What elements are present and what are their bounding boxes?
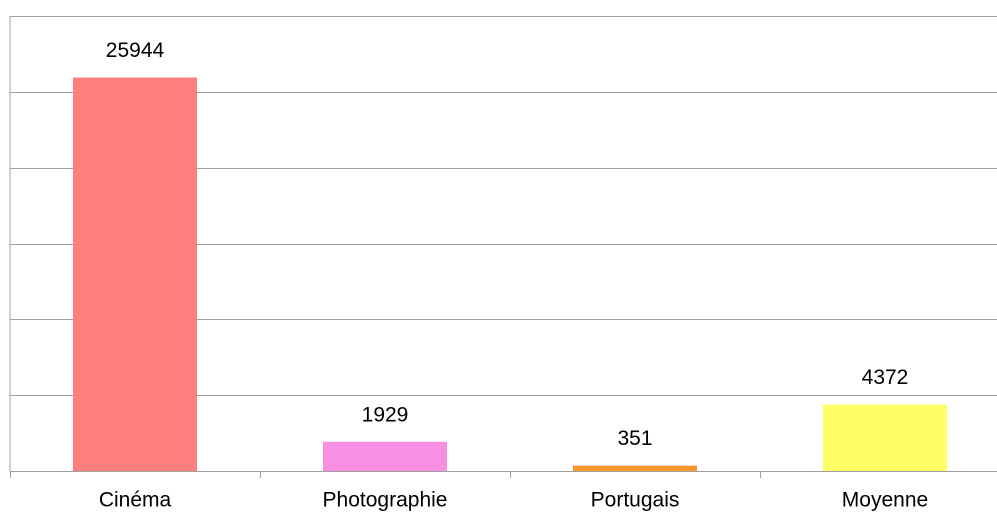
value-label: 25944 [106, 39, 165, 62]
x-tick-label: Portugais [591, 489, 680, 512]
x-tick-label: Moyenne [842, 489, 928, 512]
value-label: 4372 [862, 366, 909, 389]
bar [823, 404, 947, 471]
bar [573, 465, 697, 471]
bar [323, 441, 447, 471]
value-label: 351 [617, 427, 652, 450]
value-label: 1929 [362, 403, 409, 426]
x-tick-label: Cinéma [99, 489, 172, 512]
bar [73, 77, 197, 472]
x-tick-label: Photographie [323, 489, 448, 512]
